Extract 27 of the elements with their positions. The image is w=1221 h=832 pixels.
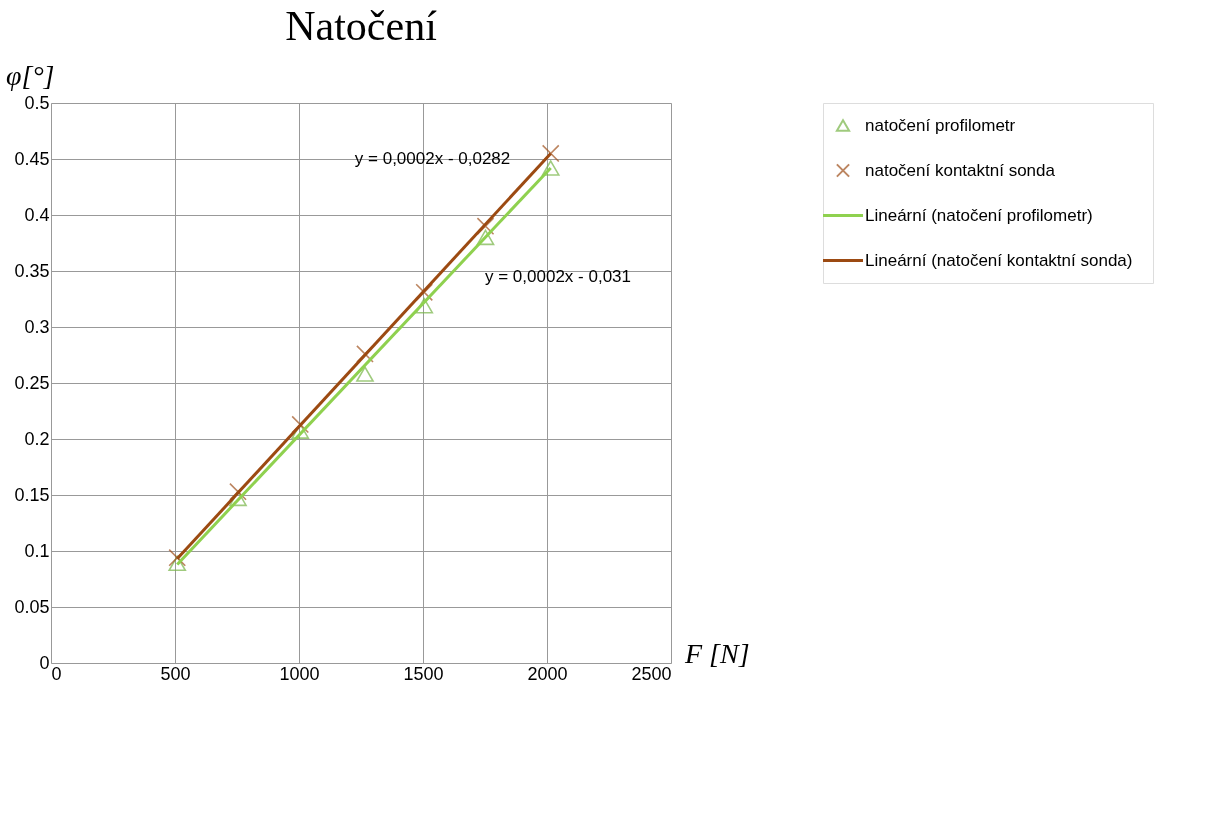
y-tick-label: 0.1 (24, 540, 50, 561)
x-tick-label: 500 (160, 663, 191, 684)
point (476, 229, 495, 246)
legend-label: natočení kontaktní sonda (865, 160, 1056, 180)
point (541, 160, 560, 176)
legend-label: natočení profilometr (865, 115, 1016, 135)
y-tick-label: 0.15 (14, 484, 50, 505)
x-tick-label: 1000 (279, 663, 320, 684)
legend-label: Lineární (natočení kontaktní sonda) (865, 250, 1133, 270)
y-tick-label: 0.25 (14, 372, 50, 393)
legend-label: Lineární (natočení profilometr) (865, 205, 1093, 225)
annotation: y = 0,0002x - 0,0282 (354, 149, 511, 168)
annotation: y = 0,0002x - 0,031 (485, 266, 632, 286)
chart-title: Natočení (285, 3, 438, 49)
point (356, 366, 374, 382)
y-tick-label: 0.2 (24, 428, 50, 449)
y-tick-label: 0.35 (14, 260, 50, 281)
y-tick-label: 0.4 (24, 204, 50, 225)
y-tick-label: 0.3 (24, 316, 50, 337)
y-tick-label: 0.45 (14, 148, 50, 169)
x-axis-title: F [N] (684, 638, 750, 669)
y-tick-label: 0.5 (24, 92, 50, 113)
y-tick-label: 0.05 (14, 596, 50, 617)
x-tick-label: 2000 (527, 663, 568, 684)
x-tick-label: 2500 (631, 663, 672, 684)
y-axis-title: φ[°] (6, 60, 55, 91)
x-tick-label: 1500 (403, 663, 444, 684)
